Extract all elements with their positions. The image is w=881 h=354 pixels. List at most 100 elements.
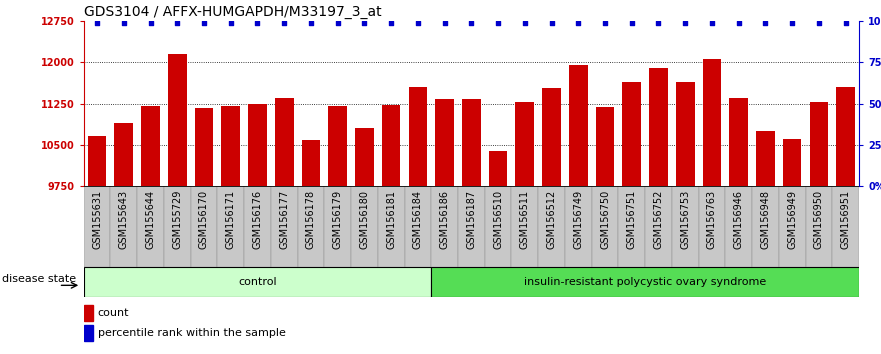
Text: GSM156512: GSM156512 xyxy=(546,190,557,249)
Text: GSM156176: GSM156176 xyxy=(253,190,263,249)
Point xyxy=(411,20,425,26)
Text: GSM156186: GSM156186 xyxy=(440,190,449,249)
Bar xyxy=(409,87,427,186)
Bar xyxy=(431,267,859,297)
Bar xyxy=(810,102,828,186)
Bar xyxy=(645,186,672,267)
Point xyxy=(438,20,452,26)
Text: GSM155643: GSM155643 xyxy=(119,190,129,249)
Text: GSM156949: GSM156949 xyxy=(787,190,797,249)
Text: GSM156177: GSM156177 xyxy=(279,190,289,249)
Bar xyxy=(836,87,855,186)
Point xyxy=(731,20,745,26)
Text: GSM156948: GSM156948 xyxy=(760,190,770,249)
Text: GSM156178: GSM156178 xyxy=(306,190,316,249)
Point xyxy=(811,20,825,26)
Bar xyxy=(275,98,293,186)
Text: GSM156511: GSM156511 xyxy=(520,190,529,249)
Bar xyxy=(351,186,378,267)
Bar xyxy=(84,186,110,267)
Point xyxy=(705,20,719,26)
Bar xyxy=(672,186,699,267)
Bar xyxy=(779,186,805,267)
Text: GSM156510: GSM156510 xyxy=(493,190,503,249)
Point xyxy=(90,20,104,26)
Bar xyxy=(783,139,802,186)
Text: GSM156951: GSM156951 xyxy=(840,190,851,249)
Bar xyxy=(805,186,833,267)
Bar xyxy=(699,186,725,267)
Bar xyxy=(592,186,618,267)
Bar xyxy=(378,186,404,267)
Point xyxy=(117,20,131,26)
Bar xyxy=(164,186,190,267)
Text: disease state: disease state xyxy=(2,274,76,284)
Bar xyxy=(542,88,561,186)
Text: GSM156184: GSM156184 xyxy=(413,190,423,249)
Bar xyxy=(538,186,565,267)
Bar xyxy=(752,186,779,267)
Bar xyxy=(702,59,722,186)
Bar xyxy=(515,102,534,186)
Bar xyxy=(221,106,241,186)
Bar xyxy=(676,82,694,186)
Bar xyxy=(137,186,164,267)
Bar xyxy=(218,186,244,267)
Point xyxy=(170,20,184,26)
Text: GSM156946: GSM156946 xyxy=(734,190,744,249)
Bar xyxy=(298,186,324,267)
Point xyxy=(759,20,773,26)
Text: GSM156180: GSM156180 xyxy=(359,190,369,249)
Bar xyxy=(324,186,351,267)
Bar xyxy=(190,186,218,267)
Bar xyxy=(512,186,538,267)
Bar xyxy=(270,186,298,267)
Text: GSM155644: GSM155644 xyxy=(145,190,156,249)
Bar xyxy=(168,54,187,186)
Bar xyxy=(596,107,614,186)
Bar xyxy=(248,104,267,186)
Text: GSM156751: GSM156751 xyxy=(626,190,637,249)
Point xyxy=(250,20,264,26)
Bar xyxy=(569,64,588,186)
Bar xyxy=(115,123,133,186)
Point xyxy=(651,20,665,26)
Text: count: count xyxy=(98,308,130,318)
Text: GDS3104 / AFFX-HUMGAPDH/M33197_3_at: GDS3104 / AFFX-HUMGAPDH/M33197_3_at xyxy=(84,5,381,19)
Bar xyxy=(485,186,512,267)
Text: GSM156763: GSM156763 xyxy=(707,190,717,249)
Bar xyxy=(244,186,270,267)
Text: insulin-resistant polycystic ovary syndrome: insulin-resistant polycystic ovary syndr… xyxy=(524,277,766,287)
Bar xyxy=(618,186,645,267)
Text: GSM156753: GSM156753 xyxy=(680,190,690,249)
Bar xyxy=(110,186,137,267)
Point xyxy=(330,20,344,26)
Point xyxy=(464,20,478,26)
Bar xyxy=(729,98,748,186)
Point xyxy=(384,20,398,26)
Point xyxy=(144,20,158,26)
Point xyxy=(839,20,853,26)
Text: control: control xyxy=(238,277,277,287)
Bar xyxy=(84,305,93,321)
Text: GSM156950: GSM156950 xyxy=(814,190,824,249)
Bar xyxy=(435,99,454,186)
Bar xyxy=(489,151,507,186)
Text: GSM156750: GSM156750 xyxy=(600,190,610,249)
Point xyxy=(358,20,372,26)
Bar xyxy=(404,186,431,267)
Point xyxy=(544,20,559,26)
Point xyxy=(625,20,639,26)
Text: percentile rank within the sample: percentile rank within the sample xyxy=(98,328,285,338)
Bar xyxy=(381,105,401,186)
Bar xyxy=(141,106,159,186)
Point xyxy=(197,20,211,26)
Bar xyxy=(431,186,458,267)
Text: GSM155631: GSM155631 xyxy=(92,190,102,249)
Bar xyxy=(462,99,481,186)
Bar xyxy=(84,325,93,341)
Point xyxy=(491,20,505,26)
Text: GSM155729: GSM155729 xyxy=(173,190,182,249)
Point xyxy=(571,20,585,26)
Bar xyxy=(756,131,774,186)
